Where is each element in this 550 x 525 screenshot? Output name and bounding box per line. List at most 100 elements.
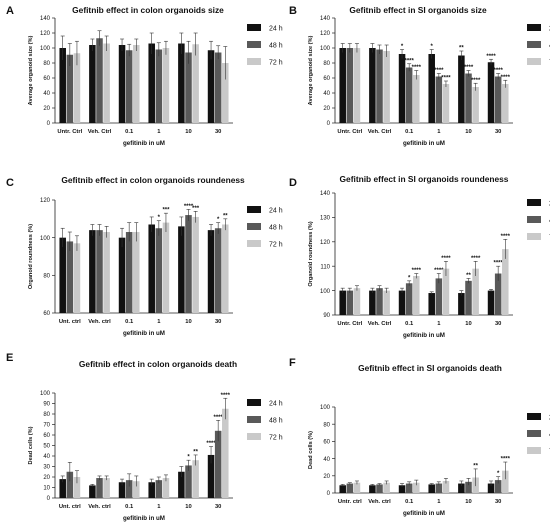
bar-48h [155, 480, 163, 498]
significance-marker: **** [404, 58, 414, 64]
y-tick-label: 0 [327, 491, 331, 497]
significance-marker: ** [223, 213, 228, 219]
x-tick-label: 30 [495, 499, 501, 505]
x-tick-label: 10 [185, 129, 191, 135]
bar-24h [89, 45, 96, 123]
significance-marker: **** [441, 256, 451, 262]
bar-24h [339, 48, 346, 123]
bar-72h [103, 43, 110, 123]
chart-title: Gefitnib effect in colon organoids death [79, 359, 237, 369]
significance-marker: **** [221, 393, 231, 399]
bar-48h [435, 76, 443, 123]
x-tick-label: Veh. ctrl [88, 319, 111, 325]
x-axis-label: gefitinib in uM [403, 510, 445, 517]
chart-title: Gefitnib effect in SI organoids roundene… [340, 174, 509, 184]
y-tick-label: 80 [323, 422, 330, 428]
significance-marker: **** [471, 78, 481, 84]
x-tick-label: 1 [437, 129, 441, 135]
x-tick-label: 1 [157, 319, 161, 325]
bar-24h [398, 485, 406, 493]
y-axis-label: Organoid roundness (%) [28, 224, 34, 289]
y-tick-label: 0 [47, 121, 51, 127]
x-tick-label: 10 [185, 319, 191, 325]
bar-48h [185, 215, 192, 313]
bar-24h [458, 293, 465, 315]
bar-48h [214, 430, 222, 498]
bar-24h [458, 55, 465, 123]
bar-72h [353, 288, 361, 315]
bar-24h [487, 290, 495, 315]
x-tick-label: Veh. Ctrl [368, 129, 392, 135]
significance-marker: **** [501, 457, 511, 463]
legend-swatch [527, 24, 541, 31]
y-tick-label: 80 [43, 274, 50, 280]
bar-48h [66, 471, 74, 498]
bar-48h [465, 73, 472, 123]
legend-label: 48 h [269, 418, 283, 425]
bar-48h [185, 465, 192, 498]
legend-swatch [247, 416, 261, 423]
x-tick-label: Unt. ctrl [59, 319, 81, 325]
bar-48h [494, 480, 502, 493]
legend-swatch [247, 223, 261, 230]
significance-marker: **** [441, 76, 451, 82]
bar-24h [398, 54, 406, 123]
bar-72h [133, 45, 140, 123]
legend-swatch [527, 41, 541, 48]
bar-24h [458, 483, 465, 493]
x-tick-label: Untr. Ctrl [337, 129, 362, 135]
bar-72h [502, 249, 509, 315]
y-tick-label: 120 [40, 198, 51, 204]
panel-letter: D [289, 177, 297, 189]
legend-label: 72 h [269, 435, 283, 442]
significance-marker: **** [471, 256, 481, 262]
x-tick-label: 1 [157, 129, 161, 135]
y-tick-label: 60 [43, 76, 50, 82]
bar-24h [178, 226, 185, 313]
y-tick-label: 40 [43, 454, 50, 460]
bar-24h [487, 62, 495, 123]
significance-marker: **** [412, 268, 422, 274]
bar-24h [398, 290, 406, 315]
legend-label: 72 h [269, 242, 283, 249]
x-tick-label: 1 [437, 499, 441, 505]
bar-24h [118, 45, 126, 123]
bar-72h [413, 482, 420, 493]
chart-title: Gefitnib effect in colon organoids size [72, 5, 224, 15]
bar-48h [346, 290, 354, 315]
bar-72h [192, 216, 199, 313]
bar-72h [383, 482, 390, 493]
legend-swatch [247, 206, 261, 213]
y-tick-label: 60 [323, 76, 330, 82]
bar-72h [192, 44, 199, 123]
bar-72h [73, 53, 81, 123]
bar-72h [472, 87, 479, 123]
panel-e: E Gefitnib effect in colon organoids deat… [6, 352, 283, 522]
bar-72h [222, 224, 229, 313]
panel-b: B Gefitnib effect in SI organoids size 0 20… [289, 5, 550, 147]
bar-72h [442, 268, 450, 315]
bar-48h [96, 38, 103, 123]
bar-48h [494, 273, 502, 315]
bar-72h [133, 481, 140, 498]
legend-label: 24 h [269, 26, 283, 33]
bar-48h [465, 481, 472, 493]
legend-swatch [247, 433, 261, 440]
x-tick-label: 30 [215, 319, 221, 325]
significance-marker: **** [493, 261, 503, 267]
x-tick-label: 30 [215, 129, 221, 135]
bar-24h [118, 237, 126, 313]
y-axis-label: Organoid roundness (%) [308, 221, 314, 286]
bar-48h [435, 483, 443, 493]
y-tick-label: 50 [43, 444, 50, 450]
bar-48h [405, 67, 413, 123]
x-tick-label: Untr. Ctrl [337, 321, 362, 327]
significance-marker: **** [206, 441, 216, 447]
bar-72h [383, 290, 390, 315]
x-tick-label: Veh. ctrl [368, 499, 391, 505]
x-tick-label: Untr. ctrl [338, 499, 362, 505]
y-tick-label: 0 [47, 496, 51, 502]
bar-48h [66, 54, 74, 123]
x-tick-label: 10 [185, 504, 191, 510]
